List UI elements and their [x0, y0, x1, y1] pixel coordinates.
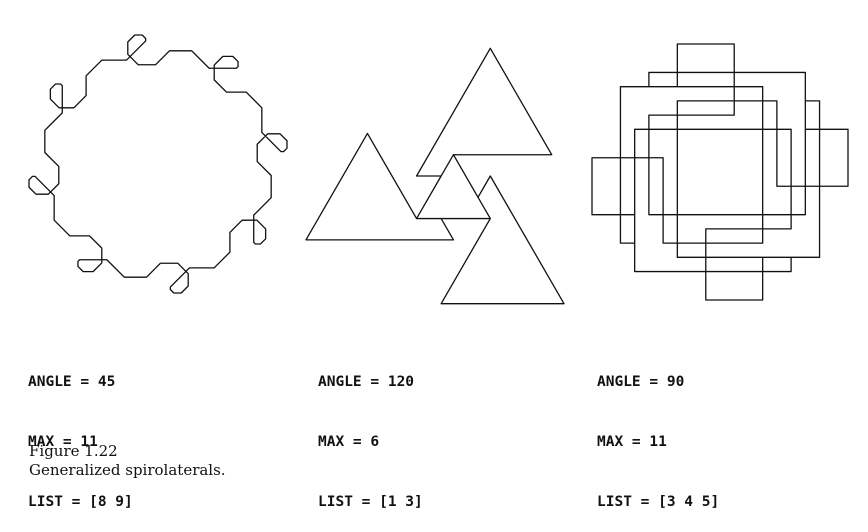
- figure-caption: Figure 1.22 Generalized spirolaterals.: [29, 442, 226, 480]
- spirolateral-path-3: [591, 43, 849, 301]
- panel-1-parameters: ANGLE = 45 MAX = 11 LIST = [8 9]: [28, 332, 133, 532]
- panel-2-max: MAX = 6: [318, 434, 380, 450]
- panel-3-angle: ANGLE = 90: [597, 374, 685, 390]
- panel-1-list: LIST = [8 9]: [28, 494, 133, 510]
- panel-2-angle: ANGLE = 120: [318, 374, 415, 390]
- spirolateral-path-2: [305, 47, 565, 305]
- panel-1-max: MAX = 11: [28, 434, 98, 450]
- panel-3-list: LIST = [3 4 5]: [597, 494, 720, 510]
- spirolateral-path-1: [28, 34, 288, 294]
- figure-caption-text: Generalized spirolaterals.: [29, 461, 226, 479]
- panel-1-angle: ANGLE = 45: [28, 374, 116, 390]
- panel-2-parameters: ANGLE = 120 MAX = 6 LIST = [1 3]: [318, 332, 423, 532]
- spirolateral-angle-90: [591, 43, 849, 301]
- panel-3-parameters: ANGLE = 90 MAX = 11 LIST = [3 4 5]: [597, 332, 719, 532]
- figure-drawings: [28, 34, 849, 305]
- spirolateral-angle-120: [305, 47, 565, 305]
- panel-3-max: MAX = 11: [597, 434, 667, 450]
- panel-2-list: LIST = [1 3]: [318, 494, 423, 510]
- spirolateral-angle-45: [28, 34, 288, 294]
- figure-label: Figure 1.22: [29, 442, 118, 460]
